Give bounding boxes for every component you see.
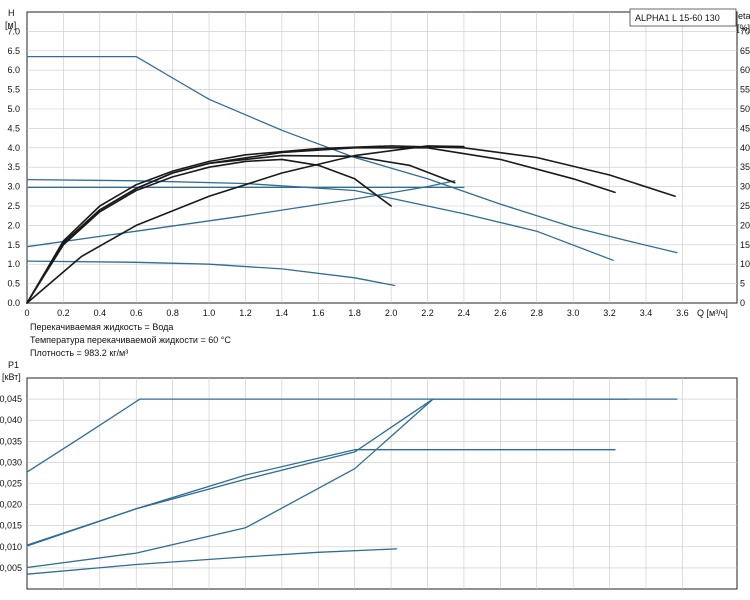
top-y-tick-label: 5.0	[7, 104, 20, 114]
top-y-tick-label: 1.5	[7, 240, 20, 250]
head-curve	[26, 260, 396, 287]
top-y-tick-label: 2.5	[7, 201, 20, 211]
top-x-tick-label: 2.0	[385, 308, 398, 318]
top-x-tick-label: 0.6	[130, 308, 143, 318]
top-y-tick-label: 3.5	[7, 162, 20, 172]
top-y-right-tick-label: 30	[740, 182, 750, 192]
bottom-y-tick-label: 0,040	[0, 415, 22, 425]
bottom-y-tick-label: 0,035	[0, 436, 22, 446]
top-y-tick-label: 6.0	[7, 65, 20, 75]
top-y-right-tick-label: 60	[740, 65, 750, 75]
top-x-tick-label: 1.2	[239, 308, 252, 318]
top-y-tick-label: 5.5	[7, 85, 20, 95]
top-x-tick-label: 0.4	[94, 308, 107, 318]
top-x-tick-label: 1.6	[312, 308, 325, 318]
top-y-tick-label: 0.0	[7, 298, 20, 308]
top-x-tick-label: 2.2	[421, 308, 434, 318]
top-y-right-tick-label: 15	[740, 240, 750, 250]
top-x-tick-label: 0	[24, 308, 29, 318]
top-x-tick-label: 0.2	[57, 308, 70, 318]
bottom-y-axis-label-name: P1	[8, 360, 19, 370]
top-x-tick-label: 2.6	[494, 308, 507, 318]
top-y-right-axis-label-name: eta	[738, 11, 750, 21]
note-density: Плотность = 983.2 кг/м³	[30, 348, 129, 358]
top-y-right-tick-label: 70	[740, 26, 750, 36]
top-x-tick-label: 1.0	[203, 308, 216, 318]
top-x-tick-label: 0.8	[166, 308, 179, 318]
head-curve	[26, 180, 456, 248]
bottom-y-tick-label: 0,015	[0, 521, 22, 531]
chart-title-box	[629, 8, 737, 27]
power-curve	[26, 548, 398, 575]
top-y-right-tick-label: 25	[740, 201, 750, 211]
top-y-right-tick-label: 40	[740, 143, 750, 153]
bottom-y-tick-label: 0,010	[0, 542, 22, 552]
top-y-right-tick-label: 10	[740, 259, 750, 269]
top-x-tick-label: 2.4	[458, 308, 471, 318]
top-y-axis-label-unit: [м]	[5, 20, 16, 30]
note-temperature: Температура перекачиваемой жидкости = 60…	[30, 335, 231, 345]
top-y-right-tick-label: 5	[740, 279, 745, 289]
top-y-right-tick-label: 50	[740, 104, 750, 114]
top-y-axis-label-name: H	[8, 8, 15, 18]
top-y-right-tick-label: 45	[740, 123, 750, 133]
top-x-tick-label: 2.8	[530, 308, 543, 318]
top-x-tick-label: 3.6	[676, 308, 689, 318]
top-x-axis-label: Q [м³/ч]	[697, 308, 728, 318]
top-y-right-axis-label-unit: [%]	[737, 23, 750, 33]
efficiency-curve	[26, 158, 392, 304]
bottom-y-tick-label: 0,045	[0, 394, 22, 404]
top-y-tick-label: 6.5	[7, 46, 20, 56]
top-x-tick-label: 3.0	[567, 308, 580, 318]
bottom-y-tick-label: 0,030	[0, 457, 22, 467]
top-y-tick-label: 1.0	[7, 259, 20, 269]
top-y-right-tick-label: 65	[740, 46, 750, 56]
bottom-y-tick-label: 0,005	[0, 563, 22, 573]
fluid-notes: Перекачиваемая жидкость = Вода Температу…	[30, 321, 231, 360]
top-y-right-tick-label: 35	[740, 162, 750, 172]
bottom-y-axis-label-unit: [кВт]	[2, 372, 21, 382]
top-y-right-tick-label: 55	[740, 85, 750, 95]
efficiency-curve	[26, 145, 465, 304]
top-y-tick-label: 4.5	[7, 123, 20, 133]
top-x-tick-label: 1.4	[276, 308, 289, 318]
power-curve	[26, 398, 434, 569]
chart-title: ALPHA1 L 15-60 130	[635, 13, 720, 23]
bottom-y-tick-label: 0,020	[0, 500, 22, 510]
power-curve	[26, 398, 629, 547]
top-y-tick-label: 2.0	[7, 220, 20, 230]
efficiency-curve	[26, 145, 676, 304]
top-y-tick-label: 3.0	[7, 182, 20, 192]
top-y-right-tick-label: 0	[740, 298, 745, 308]
top-y-tick-label: 4.0	[7, 143, 20, 153]
note-fluid: Перекачиваемая жидкость = Вода	[30, 322, 174, 332]
bottom-y-tick-label: 0,025	[0, 479, 22, 489]
top-plot-area	[26, 11, 738, 304]
top-x-tick-label: 3.2	[603, 308, 616, 318]
top-x-tick-label: 3.4	[640, 308, 653, 318]
top-y-tick-label: 0.5	[7, 279, 20, 289]
top-x-tick-label: 1.8	[348, 308, 361, 318]
top-y-tick-label: 7.0	[7, 26, 20, 36]
top-y-right-tick-label: 20	[740, 220, 750, 230]
head-curve	[26, 55, 678, 254]
efficiency-curve	[26, 154, 456, 304]
